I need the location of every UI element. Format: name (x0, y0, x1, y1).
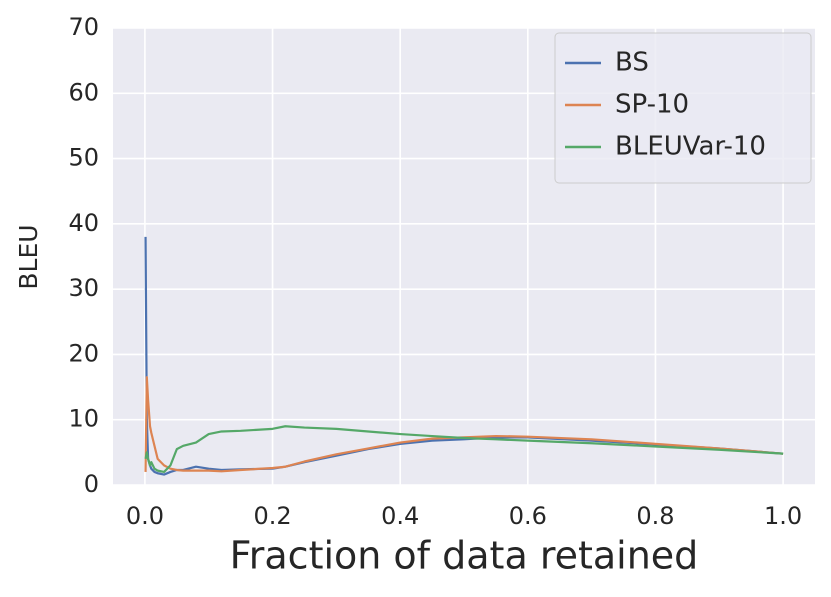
y-tick-label: 40 (68, 209, 99, 237)
grid (113, 27, 815, 486)
y-tick-label: 10 (68, 405, 99, 433)
legend: BS SP-10 BLEUVar-10 (554, 32, 812, 184)
x-tick-label: 1.0 (764, 502, 802, 530)
y-tick-label: 60 (68, 78, 99, 106)
x-tick-label: 0.4 (381, 502, 419, 530)
lines (144, 236, 784, 476)
x-tick-label: 0.8 (636, 502, 674, 530)
y-tick-label: 30 (68, 274, 99, 302)
series-line (144, 425, 784, 474)
x-tick-label: 0.2 (253, 502, 291, 530)
x-tick-label: 0.0 (126, 502, 164, 530)
legend-box (554, 32, 812, 184)
x-tick-label: 0.6 (509, 502, 547, 530)
x-axis-label: Fraction of data retained (230, 534, 699, 578)
series-line (144, 376, 784, 473)
y-tick-label: 0 (84, 470, 99, 498)
y-axis-label: BLEU (14, 224, 43, 289)
y-tick-label: 20 (68, 339, 99, 367)
legend-label: BLEUVar-10 (615, 132, 766, 162)
legend-label: BS (615, 48, 649, 78)
legend-label: SP-10 (615, 90, 689, 120)
y-tick-label: 70 (68, 13, 99, 41)
y-tick-label: 50 (68, 144, 99, 172)
